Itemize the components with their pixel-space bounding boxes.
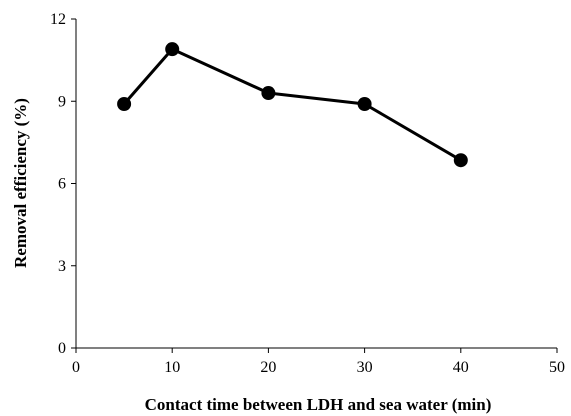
x-axis-title: Contact time between LDH and sea water (… bbox=[145, 395, 492, 414]
data-point bbox=[117, 96, 132, 111]
x-tick-label: 30 bbox=[357, 359, 373, 376]
y-tick-label: 0 bbox=[58, 340, 66, 357]
y-tick-label: 3 bbox=[58, 258, 66, 275]
series-line bbox=[122, 47, 462, 162]
axes bbox=[75, 19, 557, 349]
x-tick-label: 40 bbox=[453, 359, 469, 376]
data-point bbox=[453, 153, 468, 168]
data-point bbox=[165, 42, 180, 57]
y-tick-label: 6 bbox=[58, 176, 66, 193]
x-tick-label: 0 bbox=[72, 359, 80, 376]
y-tick-label: 12 bbox=[50, 11, 66, 28]
x-tick-label: 50 bbox=[549, 359, 565, 376]
data-point bbox=[357, 96, 372, 111]
x-tick-label: 20 bbox=[260, 359, 276, 376]
y-ticks: 0 3 6 9 12 bbox=[50, 11, 76, 357]
data-point bbox=[261, 86, 276, 101]
y-axis-title: Removal efficiency (%) bbox=[11, 98, 30, 268]
x-ticks: 0 10 20 30 40 50 bbox=[72, 348, 565, 376]
y-tick-label: 9 bbox=[58, 93, 66, 110]
x-tick-label: 10 bbox=[164, 359, 180, 376]
series-group bbox=[117, 42, 468, 168]
